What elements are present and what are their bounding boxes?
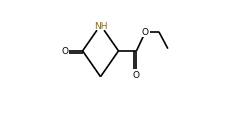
Text: O: O — [141, 28, 148, 37]
Text: NH: NH — [93, 21, 107, 30]
Text: O: O — [132, 70, 139, 79]
Text: O: O — [61, 47, 68, 56]
